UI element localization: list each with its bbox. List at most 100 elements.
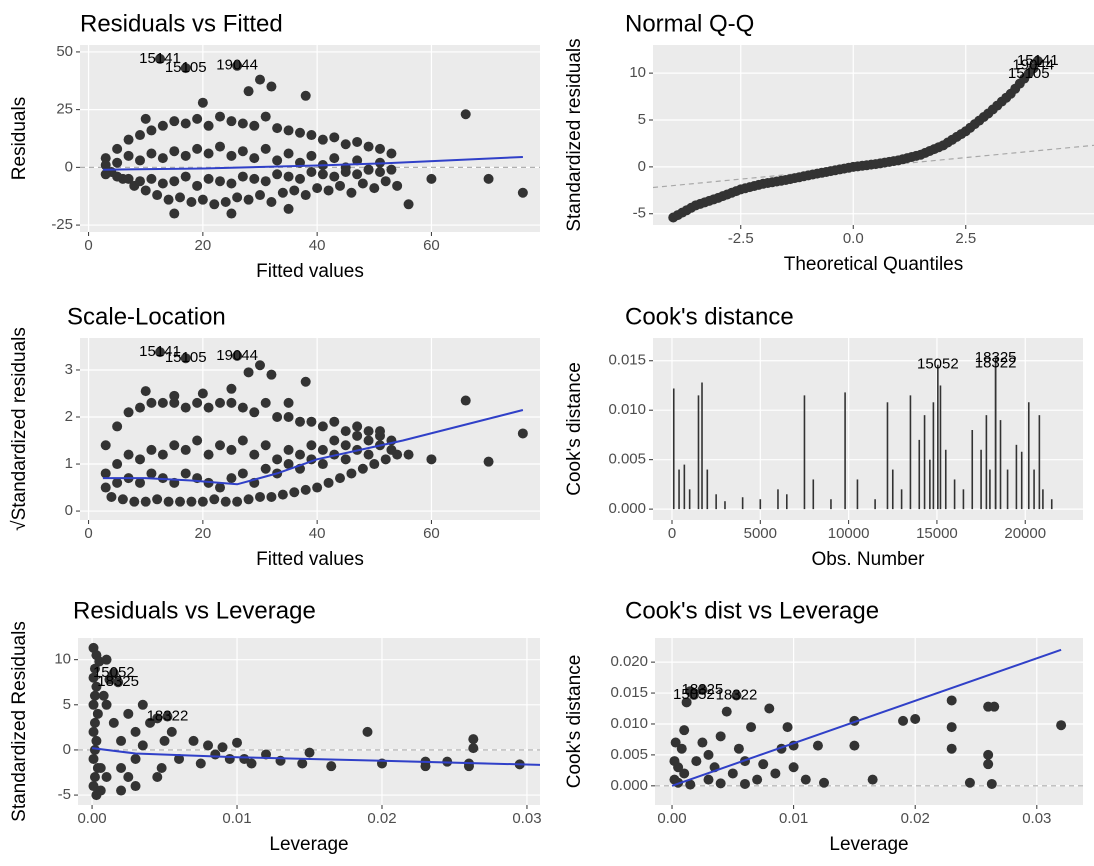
- point: [420, 761, 431, 772]
- point: [317, 459, 328, 470]
- point: [100, 160, 111, 171]
- point: [317, 134, 328, 145]
- point-label: 18322: [975, 355, 1017, 372]
- point: [152, 190, 163, 201]
- smooth-line: [671, 648, 1062, 787]
- point: [215, 111, 225, 122]
- point: [468, 734, 479, 745]
- point: [146, 444, 157, 455]
- point: [116, 735, 127, 746]
- x-tick-label: 0.01: [779, 810, 808, 827]
- point: [135, 477, 145, 488]
- x-tick-label: 20: [195, 525, 212, 542]
- point: [306, 416, 317, 427]
- point: [352, 136, 363, 147]
- point-label: 18325: [682, 681, 724, 698]
- point: [226, 473, 237, 484]
- point: [986, 778, 997, 789]
- point: [237, 402, 248, 413]
- point: [101, 772, 112, 783]
- point: [1028, 63, 1039, 74]
- point: [946, 722, 957, 733]
- point: [237, 435, 248, 446]
- point: [112, 157, 123, 168]
- point: [363, 141, 374, 152]
- point: [188, 735, 199, 746]
- point: [363, 426, 374, 437]
- point: [323, 477, 334, 488]
- point: [255, 190, 265, 201]
- point: [297, 758, 308, 769]
- point: [386, 444, 397, 455]
- y-tick-label: 0.015: [610, 684, 648, 701]
- point: [146, 468, 157, 479]
- point: [800, 774, 811, 785]
- point: [363, 435, 374, 446]
- point-label: 15105: [165, 349, 207, 366]
- x-tick-label: 5000: [744, 525, 777, 542]
- point: [180, 150, 191, 161]
- x-tick-label: 40: [309, 525, 326, 542]
- point: [340, 440, 351, 451]
- point: [192, 143, 203, 154]
- point: [403, 199, 414, 210]
- x-tick-label: 0.00: [77, 810, 106, 827]
- point-label: 15105: [165, 59, 207, 76]
- point: [260, 111, 271, 122]
- point: [175, 192, 185, 203]
- point: [123, 407, 134, 418]
- point: [243, 86, 254, 97]
- point: [357, 178, 368, 189]
- point: [295, 173, 305, 184]
- point: [159, 735, 170, 746]
- point: [113, 677, 124, 688]
- point-label: 15141: [1017, 52, 1059, 69]
- point: [272, 454, 283, 465]
- point: [295, 416, 305, 427]
- point: [180, 402, 191, 413]
- point: [691, 756, 702, 767]
- point: [169, 397, 180, 408]
- point: [681, 697, 692, 708]
- plot-area: [672, 357, 1053, 510]
- point: [758, 759, 769, 770]
- x-tick-label: -2.5: [728, 230, 754, 247]
- panel-background: [80, 338, 540, 520]
- y-tick-label: 0.005: [608, 451, 646, 468]
- point-label: 15052: [93, 664, 135, 681]
- point: [91, 735, 102, 746]
- point: [163, 496, 174, 507]
- point: [703, 749, 714, 760]
- x-axis-title: Obs. Number: [812, 549, 926, 570]
- point: [145, 717, 156, 728]
- point: [685, 779, 696, 790]
- point: [108, 717, 119, 728]
- point: [983, 749, 994, 760]
- point: [209, 199, 220, 210]
- point: [226, 444, 237, 455]
- point: [249, 173, 260, 184]
- point: [517, 428, 528, 439]
- x-axis-title: Fitted values: [256, 549, 364, 570]
- y-tick-label: 10: [54, 651, 71, 668]
- x-tick-label: 0.02: [901, 810, 930, 827]
- chart-title: Scale-Location: [67, 303, 226, 330]
- point: [166, 726, 177, 737]
- point: [146, 125, 157, 136]
- point: [283, 171, 294, 182]
- chart-title: Cook's distance: [625, 303, 794, 330]
- point: [197, 496, 208, 507]
- point-label: 19044: [1012, 57, 1054, 74]
- point: [289, 185, 300, 196]
- point: [192, 180, 203, 191]
- point: [326, 761, 337, 772]
- point: [146, 397, 157, 408]
- point: [380, 176, 391, 187]
- y-tick-label: 0: [638, 158, 646, 175]
- point: [317, 421, 328, 432]
- y-tick-label: 0: [65, 158, 73, 175]
- smooth-line: [91, 747, 540, 766]
- point: [727, 768, 738, 779]
- point: [260, 176, 271, 187]
- point: [226, 116, 237, 127]
